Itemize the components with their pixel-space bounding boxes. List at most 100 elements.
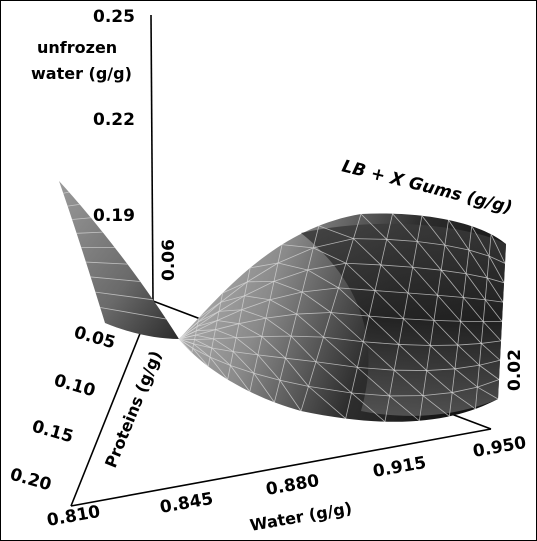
mesh-line — [353, 238, 382, 266]
mesh-line — [198, 301, 222, 318]
mesh-line — [345, 262, 381, 266]
mesh-line — [315, 361, 352, 394]
mesh-line — [398, 344, 431, 346]
mesh-line — [380, 264, 409, 294]
mesh-line — [269, 299, 297, 315]
mesh-line — [380, 264, 413, 268]
water-tick-label: 0.810 — [45, 502, 102, 531]
mesh-line — [90, 276, 141, 282]
mesh-line — [235, 337, 259, 356]
mesh-line — [193, 343, 211, 358]
mesh-line — [368, 315, 400, 345]
mesh-line — [238, 317, 267, 325]
mesh-line — [463, 297, 484, 322]
mesh-line — [437, 295, 461, 322]
mesh-line — [197, 311, 220, 327]
mesh-line — [230, 365, 254, 374]
mesh-line — [247, 262, 279, 283]
mesh-line — [290, 335, 317, 363]
mesh-line — [488, 255, 506, 264]
mesh-line — [363, 341, 399, 345]
mesh-line — [241, 309, 267, 319]
mesh-line — [192, 347, 211, 358]
mesh-line — [398, 344, 427, 371]
mesh-line — [218, 309, 242, 312]
z-axis-line — [150, 14, 154, 302]
mesh-line — [479, 359, 501, 366]
mesh-line — [211, 347, 234, 352]
mesh-line — [444, 244, 470, 251]
mesh-line — [465, 273, 486, 301]
mesh-line — [178, 338, 193, 353]
mesh-line — [466, 273, 488, 279]
mesh-line — [412, 266, 438, 296]
mesh-line — [403, 318, 434, 321]
mesh-line — [197, 311, 220, 323]
mesh-line — [220, 281, 248, 303]
mesh-line — [192, 348, 209, 367]
mesh-line — [178, 330, 197, 340]
proteins-axis-line — [70, 300, 154, 507]
mesh-line — [195, 329, 216, 336]
mesh-line — [437, 294, 464, 298]
mesh-line — [440, 269, 464, 298]
mesh-line — [308, 386, 346, 419]
mesh-line — [253, 373, 275, 403]
mesh-line — [222, 281, 248, 294]
mesh-line — [392, 213, 418, 242]
proteins-tick-label: 0.20 — [8, 465, 54, 496]
mesh-line — [273, 281, 303, 293]
mesh-line — [236, 336, 262, 339]
mesh-line — [486, 277, 504, 303]
mesh-line — [302, 287, 339, 293]
mesh-line — [218, 295, 245, 312]
proteins-axis-title: Proteins (g/g) — [101, 348, 165, 471]
mesh-line — [281, 244, 314, 249]
mesh-line — [95, 291, 154, 301]
response-surface — [59, 181, 506, 422]
mesh-line — [369, 315, 404, 320]
mesh-line — [444, 244, 467, 274]
mesh-line — [197, 301, 222, 323]
mesh-line — [296, 313, 324, 338]
mesh-line — [416, 241, 442, 271]
mesh-line — [403, 318, 431, 346]
mesh-line — [285, 357, 317, 363]
z-axis-title-line1: unfrozen — [37, 38, 117, 57]
mesh-line — [269, 291, 303, 301]
mesh-line — [273, 269, 308, 282]
mesh-line — [301, 291, 332, 313]
mesh-line — [454, 364, 480, 370]
mesh-line — [318, 225, 354, 240]
mesh-line — [330, 312, 370, 317]
mesh-line — [230, 365, 251, 392]
mesh-line — [308, 385, 352, 394]
mesh-line — [296, 312, 332, 315]
mesh-line — [67, 203, 80, 207]
mesh-line — [357, 366, 395, 371]
mesh-line — [452, 386, 478, 393]
mesh-line — [307, 262, 347, 271]
mesh-line — [313, 247, 347, 264]
z-axis-title-line2: water (g/g) — [31, 64, 132, 83]
mesh-line — [197, 320, 218, 327]
mesh-line — [307, 269, 339, 289]
mesh-line — [265, 317, 292, 337]
mesh-line — [241, 299, 271, 311]
mesh-line — [261, 336, 286, 359]
mesh-line — [315, 361, 358, 368]
mesh-line — [194, 338, 214, 340]
mesh-line — [360, 213, 387, 240]
mesh-line — [100, 307, 167, 320]
mesh-line — [460, 321, 482, 344]
mesh-line — [426, 370, 453, 393]
mesh-line — [265, 313, 297, 319]
proteins-tick-label: 0.10 — [52, 371, 98, 402]
mesh-line — [490, 234, 506, 264]
mesh-line — [178, 334, 196, 340]
mesh-line — [374, 290, 409, 294]
mesh-line — [433, 320, 459, 346]
mesh-line — [484, 299, 503, 322]
